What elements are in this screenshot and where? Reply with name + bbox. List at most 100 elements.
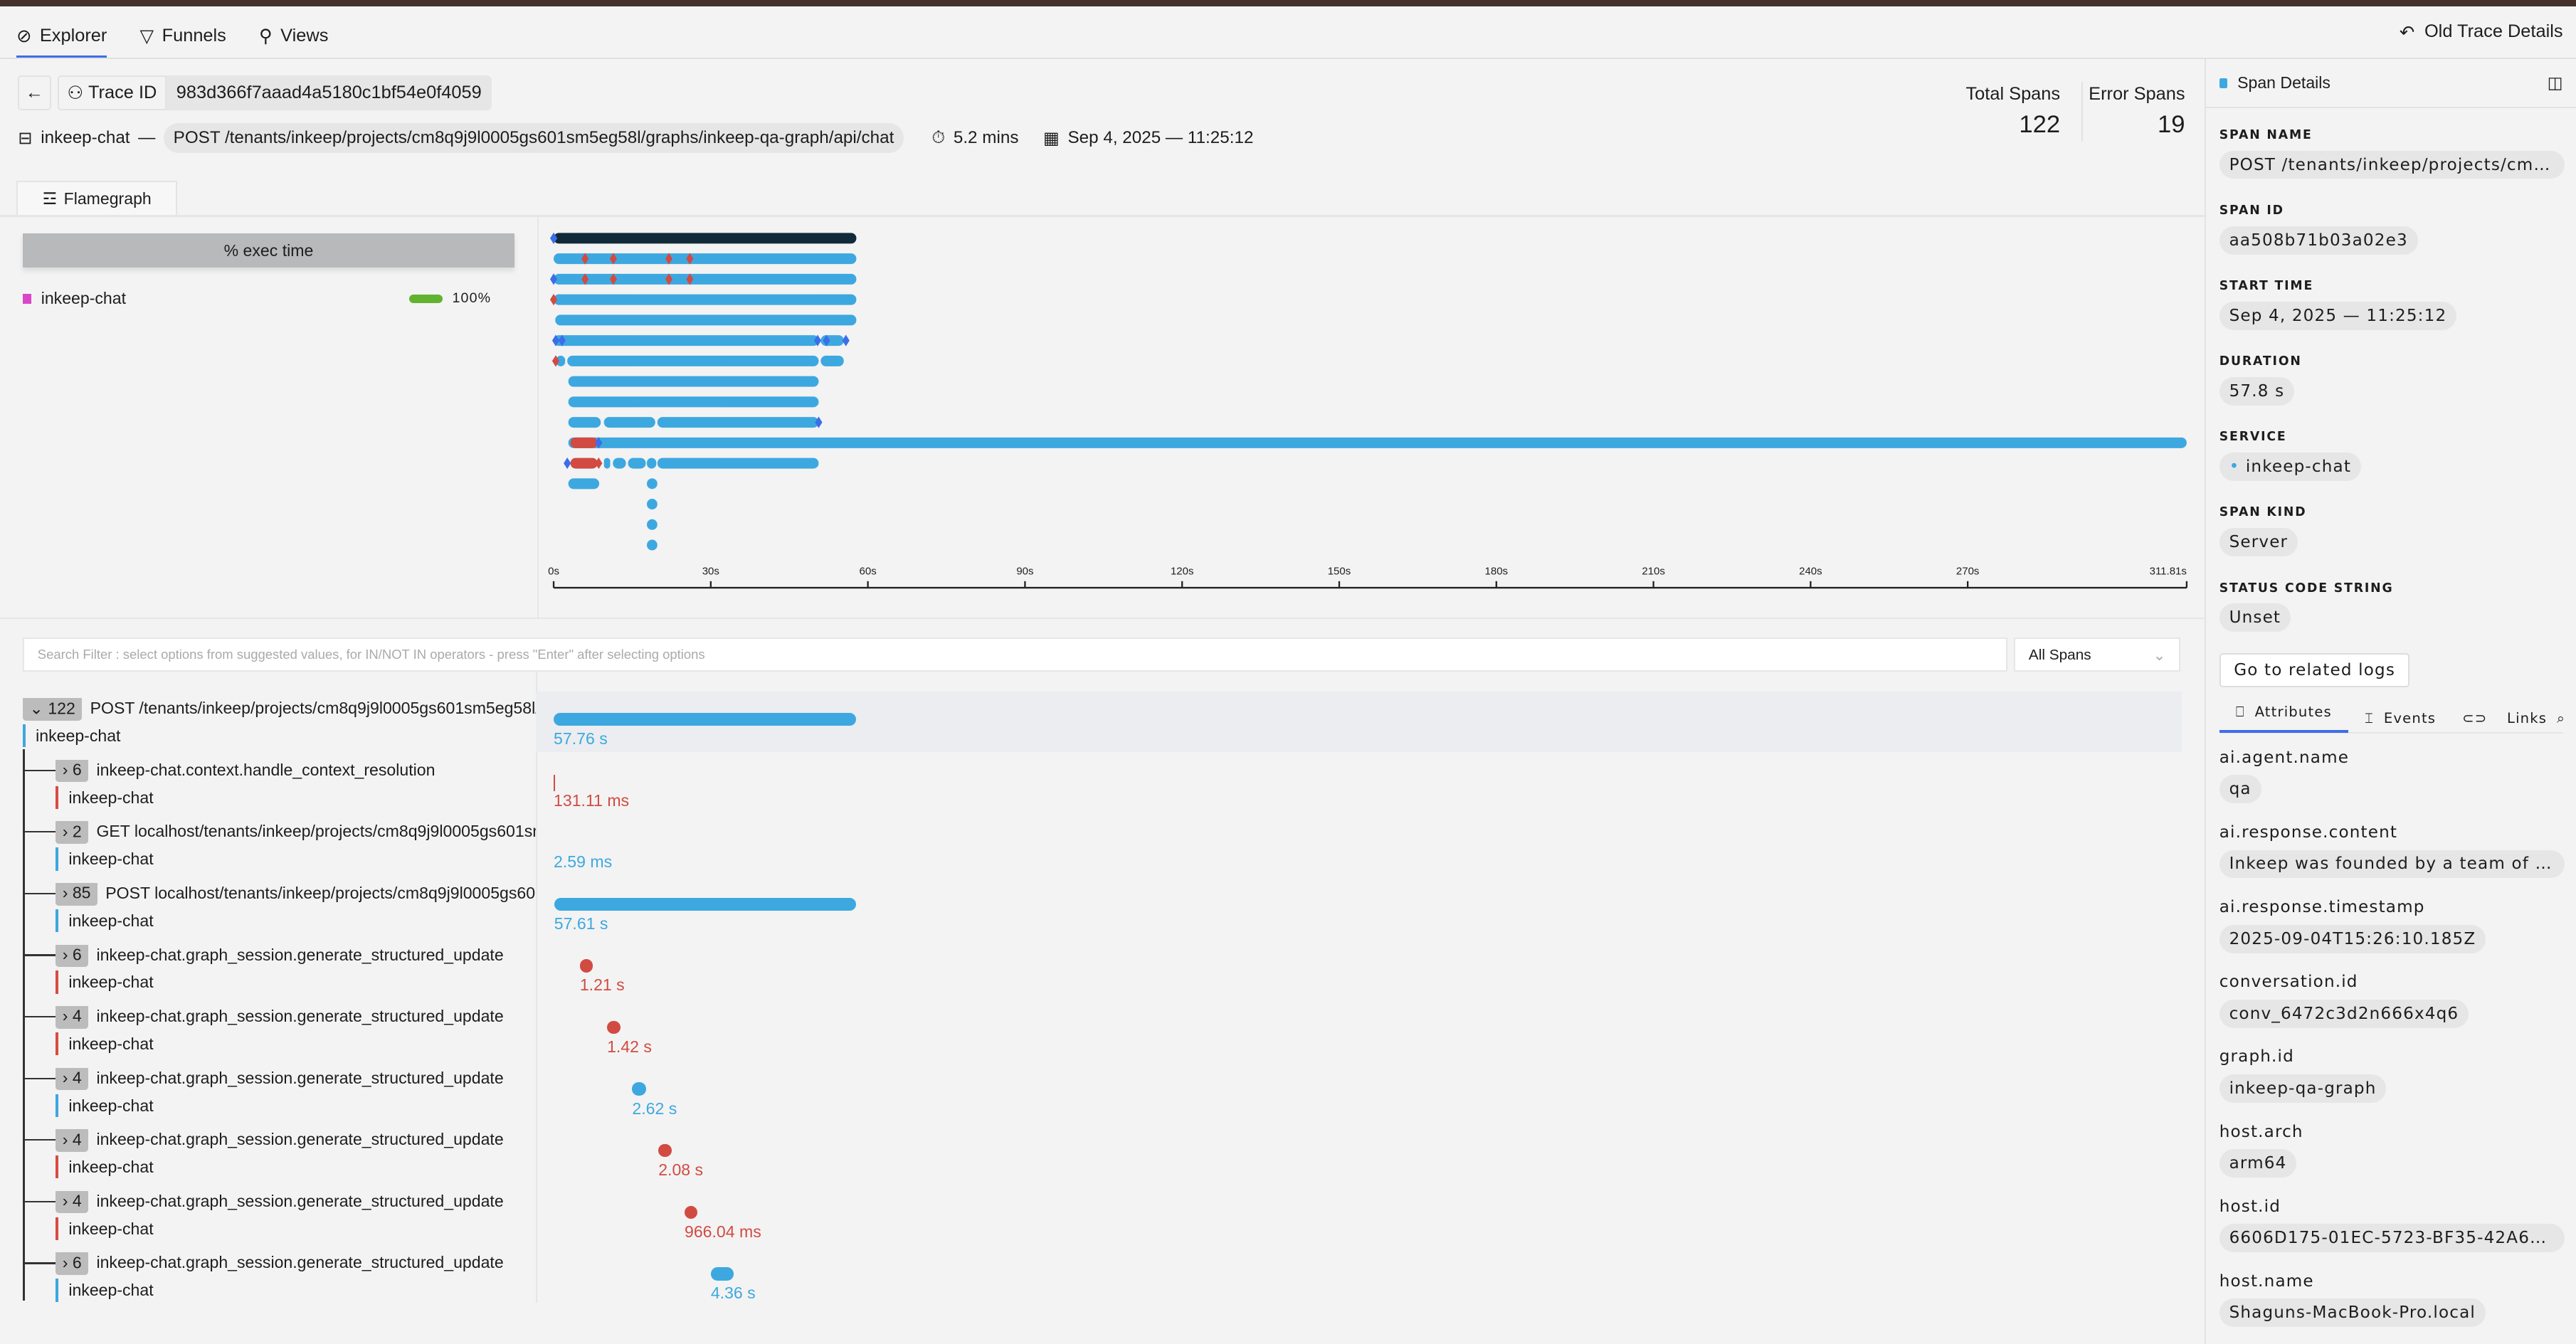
flamegraph-span-bar[interactable] [554, 233, 856, 244]
span-duration-bar[interactable] [580, 959, 593, 972]
span-duration-bar[interactable] [607, 1021, 620, 1034]
flamegraph-span-bar[interactable] [571, 438, 598, 448]
divider [2081, 82, 2083, 141]
expand-toggle[interactable]: › 6 [56, 760, 88, 783]
attribute-value[interactable]: inkeep-qa-graph [2219, 1074, 2387, 1103]
tab-explorer[interactable]: ⊘Explorer [16, 16, 107, 55]
flamegraph-span-bar[interactable] [647, 519, 658, 530]
flamegraph-span-bar[interactable] [604, 418, 655, 428]
flamegraph-span-bar[interactable] [658, 458, 819, 469]
span-duration-bar[interactable] [554, 898, 856, 911]
flamegraph-span-bar[interactable] [647, 540, 658, 551]
field-label: SPAN NAME [2219, 128, 2563, 142]
flamegraph-span-bar[interactable] [569, 397, 819, 408]
attribute-value[interactable]: Inkeep was founded by a team of eigh... [2219, 850, 2565, 879]
tab-events[interactable]: ⌶Events [2348, 710, 2452, 726]
flamegraph-span-bar[interactable] [658, 418, 819, 428]
span-duration-label: 966.04 ms [685, 1222, 761, 1242]
flamegraph-span-bar[interactable] [647, 499, 658, 509]
flamegraph-span-bar[interactable] [555, 315, 856, 326]
field-value[interactable]: • inkeep-chat [2219, 453, 2361, 481]
funnel-icon: ▽ [140, 25, 154, 47]
flamegraph-span-bar[interactable] [569, 418, 601, 428]
span-duration-bar[interactable] [685, 1206, 697, 1219]
flamegraph-span-bar[interactable] [554, 254, 856, 265]
flamegraph-span-bar[interactable] [820, 356, 843, 366]
back-button[interactable]: ← [18, 75, 51, 110]
tab-views[interactable]: ⚲Views [259, 16, 328, 55]
search-filter-input[interactable]: Search Filter : select options from sugg… [23, 637, 2007, 672]
flamegraph-span-bar[interactable] [567, 356, 818, 366]
field-value[interactable]: Server [2219, 528, 2298, 556]
flamegraph-span-bar[interactable] [647, 479, 658, 490]
attribute-value[interactable]: qa [2219, 775, 2261, 803]
tab-attributes[interactable]: ⎕Attributes [2219, 704, 2348, 734]
field-value[interactable]: Sep 4, 2025 — 11:25:12 [2219, 302, 2456, 330]
field-value[interactable]: POST /tenants/inkeep/projects/cm8q9j... [2219, 151, 2565, 179]
attribute-key: host.arch [2219, 1123, 2563, 1141]
span-duration-label: 57.76 s [554, 729, 608, 748]
flamegraph-span-bar[interactable] [554, 336, 818, 346]
flamegraph-span-bar[interactable] [604, 458, 611, 469]
views-icon: ⚲ [259, 25, 273, 47]
attribute-value[interactable]: arm64 [2219, 1149, 2297, 1178]
tab-funnels[interactable]: ▽Funnels [140, 16, 226, 55]
expand-toggle[interactable]: › 2 [56, 821, 88, 844]
flamegraph-span-bar[interactable] [613, 458, 625, 469]
field-value[interactable]: 57.8 s [2219, 377, 2294, 406]
span-event-marker[interactable] [843, 335, 850, 346]
attribute-value[interactable]: conv_6472c3d2n666x4q6 [2219, 1000, 2469, 1028]
trace-breadcrumb: ⊟ inkeep-chat — POST /tenants/inkeep/pro… [18, 123, 1253, 153]
span-duration-bar[interactable] [658, 1144, 671, 1157]
bookmark-icon: ⎕ [2236, 704, 2245, 731]
flamegraph-span-bar[interactable] [554, 295, 856, 305]
calendar-icon: ▦ [1043, 127, 1060, 149]
span-duration-bar[interactable] [554, 775, 555, 791]
collapse-panel-icon[interactable]: ◫ [2548, 73, 2563, 92]
field-value[interactable]: Unset [2219, 603, 2291, 632]
axis-tick-label: 311.81s [2150, 566, 2187, 578]
tab-links[interactable]: ⊂⊃Links [2452, 710, 2557, 726]
span-duration-bar[interactable] [711, 1267, 734, 1280]
flamegraph-icon: ☲ [43, 189, 58, 208]
axis-tick-label: 120s [1171, 566, 1194, 578]
trace-id-value[interactable]: 983d366f7aaad4a5180c1bf54e0f4059 [167, 75, 492, 110]
flamegraph-span-bar[interactable] [569, 438, 2187, 448]
expand-toggle[interactable]: › 4 [56, 1129, 88, 1152]
expand-toggle[interactable]: › 4 [56, 1191, 88, 1214]
expand-toggle[interactable]: › 6 [56, 1252, 88, 1275]
old-trace-details-link[interactable]: ↶Old Trace Details [2400, 21, 2563, 43]
attribute-value[interactable]: 6606D175-01EC-5723-BF35-42A6486... [2219, 1224, 2565, 1252]
expand-toggle[interactable]: › 85 [56, 883, 97, 906]
span-filter-select[interactable]: All Spans⌄ [2014, 637, 2180, 672]
chevron-right-icon: › [63, 1069, 68, 1087]
flamegraph-span-bar[interactable] [569, 376, 819, 387]
flamegraph-span-bar[interactable] [554, 274, 856, 285]
flamegraph-span-bar[interactable] [571, 458, 598, 469]
anvil-icon: ⌶ [2365, 710, 2374, 726]
go-to-related-logs-button[interactable]: Go to related logs [2219, 653, 2410, 687]
trace-duration: 5.2 mins [954, 128, 1019, 148]
divider [0, 58, 2576, 59]
expand-toggle[interactable]: › 6 [56, 945, 88, 968]
span-duration-bar[interactable] [554, 713, 856, 726]
span-duration-bar[interactable] [632, 1082, 645, 1095]
flamegraph-span-bar[interactable] [628, 458, 646, 469]
field-value[interactable]: aa508b71b03a02e3 [2219, 226, 2418, 255]
flamegraph-span-bar[interactable] [647, 458, 656, 469]
chevron-right-icon: › [63, 1253, 68, 1271]
flamegraph-span-bar[interactable] [569, 479, 599, 490]
top-nav: ⊘Explorer ▽Funnels ⚲Views [16, 16, 328, 55]
expand-toggle[interactable]: › 4 [56, 1006, 88, 1029]
tab-flamegraph[interactable]: ☲Flamegraph [16, 181, 177, 215]
span-event-marker[interactable] [564, 457, 571, 469]
divider [536, 672, 537, 1303]
attribute-value[interactable]: 2025-09-04T15:26:10.185Z [2219, 925, 2486, 953]
search-icon[interactable]: ⌕ [2557, 710, 2565, 726]
expand-toggle[interactable]: › 4 [56, 1068, 88, 1091]
collapse-toggle[interactable]: ⌄ 122 [23, 698, 82, 721]
span-event-marker[interactable] [595, 457, 602, 469]
attribute-value[interactable]: Shaguns-MacBook-Pro.local [2219, 1298, 2486, 1327]
